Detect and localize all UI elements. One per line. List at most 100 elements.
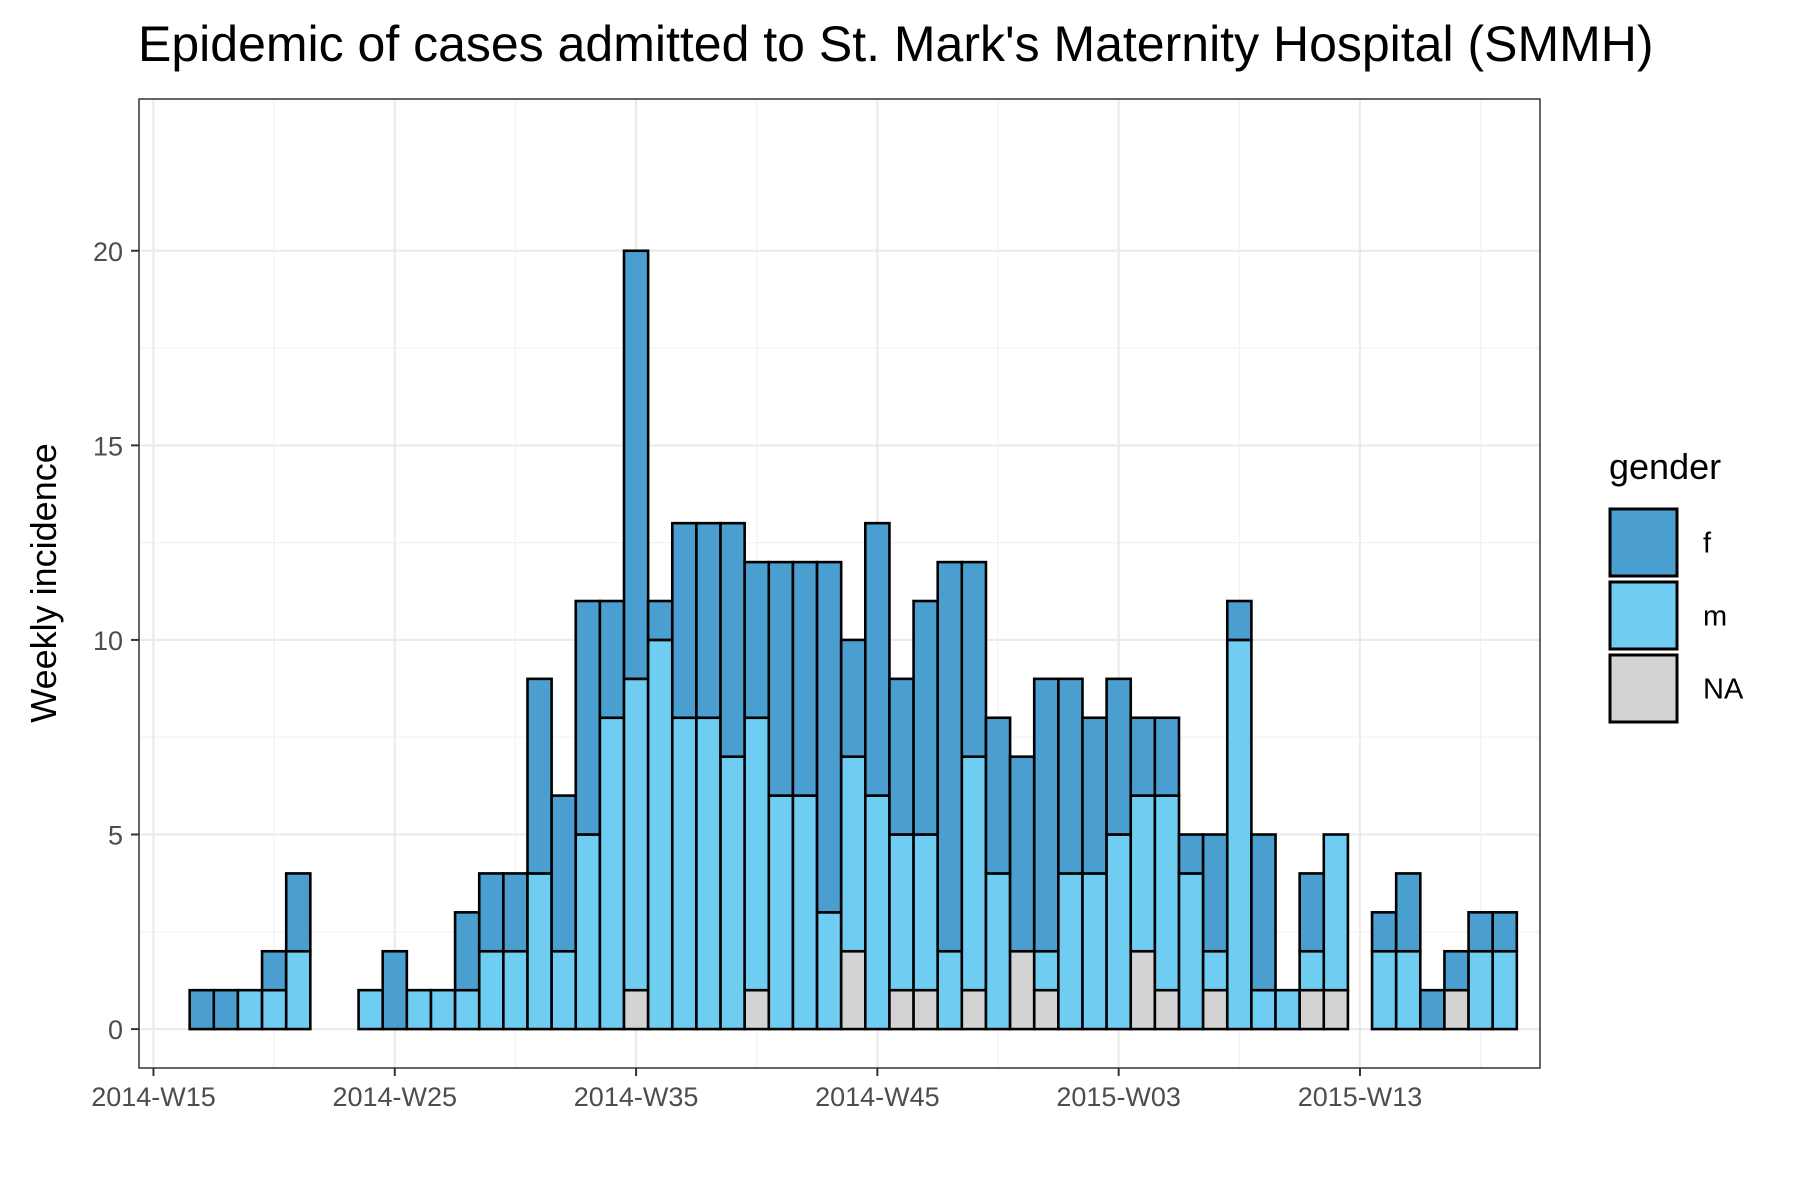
bar-segment-f xyxy=(888,677,915,836)
bar-segment-f xyxy=(1394,872,1422,953)
bar-segment-na xyxy=(622,988,650,1031)
bar-segment-m xyxy=(743,716,771,992)
bar-segment-f xyxy=(1419,988,1446,1031)
bar-segment-m xyxy=(1370,949,1398,1031)
bar-segment-f xyxy=(1491,911,1519,953)
bar-segment-m xyxy=(574,833,602,1031)
bar-segment-f xyxy=(1081,716,1108,875)
bar-segment-f xyxy=(960,560,988,758)
bar-segment-f xyxy=(1225,599,1253,642)
bar-segment-f xyxy=(864,521,891,797)
bar-segment-m xyxy=(1105,833,1133,1031)
bar-segment-m xyxy=(719,755,746,1031)
legend-title: gender xyxy=(1609,446,1721,487)
x-tick-label: 2014-W35 xyxy=(574,1082,699,1112)
y-tick-label: 5 xyxy=(108,821,123,851)
bar-segment-m xyxy=(550,949,578,1031)
bar-segment-f xyxy=(1443,949,1470,992)
bar-segment-na xyxy=(1032,988,1060,1031)
x-tick-label: 2015-W13 xyxy=(1298,1082,1423,1112)
bar-segment-f xyxy=(188,988,216,1031)
bar-segment-m xyxy=(1225,638,1253,1031)
bar-segment-m xyxy=(1274,988,1301,1031)
legend-key-na xyxy=(1608,653,1679,724)
bar-segment-f xyxy=(743,560,771,720)
bar-segment-m xyxy=(405,988,433,1031)
bar-segment-m xyxy=(1250,988,1277,1031)
bar-segment-f xyxy=(984,716,1012,875)
y-tick-label: 15 xyxy=(93,431,123,461)
bar-segment-m xyxy=(767,794,795,1031)
bar-segment-f xyxy=(1467,911,1494,953)
bar-segment-m xyxy=(695,716,722,1031)
bar-segment-m xyxy=(1129,794,1157,953)
bar-segment-m xyxy=(864,794,891,1031)
bar-segment-na xyxy=(960,988,988,1031)
bar-segment-f xyxy=(912,599,940,836)
bar-segment-na xyxy=(1298,988,1326,1031)
y-axis: 0 5 10 15 20 xyxy=(93,237,139,1045)
bar-segment-f xyxy=(1153,716,1181,797)
bar-segment-f xyxy=(550,794,578,953)
bar-segment-m xyxy=(1032,949,1060,992)
y-tick-label: 20 xyxy=(93,237,123,267)
bar-segment-m xyxy=(1153,794,1181,992)
bar-segment-f xyxy=(1105,677,1133,836)
bar-segment-m xyxy=(477,949,505,1031)
y-tick-label: 0 xyxy=(108,1015,123,1045)
bar-segment-m xyxy=(1201,949,1229,992)
bar-segment-f xyxy=(1298,872,1326,953)
bar-segment-f xyxy=(622,249,650,681)
bar-segment-na xyxy=(1129,949,1157,1031)
bar-segment-m xyxy=(357,988,385,1031)
bar-segment-f xyxy=(646,599,674,642)
x-tick-label: 2015-W03 xyxy=(1056,1082,1181,1112)
x-tick-label: 2014-W25 xyxy=(332,1082,457,1112)
bar-segment-na xyxy=(743,988,771,1031)
bar-segment-m xyxy=(1177,872,1205,1031)
bar-segment-f xyxy=(1032,677,1060,953)
bar-segment-m xyxy=(453,988,481,1031)
legend-key-f xyxy=(1608,507,1679,578)
bar-segment-f xyxy=(502,872,529,953)
bar-segment-m xyxy=(670,716,698,1031)
bar-segment-f xyxy=(1370,911,1398,953)
bar-segment-f xyxy=(670,521,698,720)
bar-segment-na xyxy=(1322,988,1350,1031)
legend: gender f m NA xyxy=(1608,446,1744,724)
bar-segment-m xyxy=(284,949,312,1031)
legend-items: f m NA xyxy=(1608,507,1744,724)
bar-segment-f xyxy=(839,638,867,758)
bar-segment-f xyxy=(1177,833,1205,875)
bar-segment-m xyxy=(1057,872,1084,1031)
bars-layer xyxy=(188,249,1519,1031)
bar-segment-m xyxy=(236,988,264,1031)
bar-segment-m xyxy=(260,988,288,1031)
bar-segment-na xyxy=(1201,988,1229,1031)
legend-label-na: NA xyxy=(1703,674,1744,706)
bar-segment-m xyxy=(598,716,626,1031)
bar-segment-m xyxy=(815,911,843,1031)
bar-segment-m xyxy=(429,988,457,1031)
x-tick-label: 2014-W15 xyxy=(91,1082,216,1112)
bar-segment-m xyxy=(622,677,650,992)
bar-segment-f xyxy=(767,560,795,797)
bar-segment-m xyxy=(1081,872,1108,1031)
bar-segment-m xyxy=(936,949,964,1031)
bar-segment-m xyxy=(839,755,867,953)
bar-segment-na xyxy=(839,949,867,1031)
bar-segment-f xyxy=(526,677,553,875)
bar-segment-f xyxy=(574,599,602,836)
bar-segment-na xyxy=(912,988,940,1031)
bar-segment-na xyxy=(1443,988,1470,1031)
bar-segment-f xyxy=(1250,833,1277,992)
bar-segment-f xyxy=(1129,716,1157,797)
bar-segment-f xyxy=(1201,833,1229,953)
bar-segment-f xyxy=(212,988,240,1031)
bar-segment-na xyxy=(1153,988,1181,1031)
bar-segment-f xyxy=(791,560,819,797)
x-axis: 2014-W15 2014-W25 2014-W35 2014-W45 2015-W03… xyxy=(91,1068,1422,1112)
bar-segment-m xyxy=(1467,949,1494,1031)
bar-segment-m xyxy=(960,755,988,992)
